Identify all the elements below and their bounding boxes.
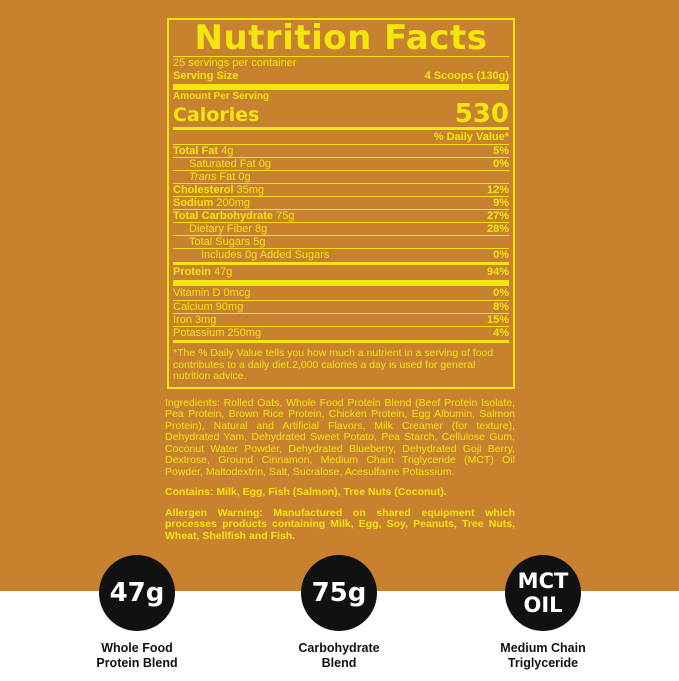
- badge-circle: 47g: [99, 555, 175, 631]
- badge-caption: Blend: [321, 656, 357, 670]
- nutrient-amount: 35mg: [236, 184, 265, 196]
- nutrient-name: Cholesterol: [173, 184, 234, 196]
- nutrient-row: Cholesterol 35mg 12%: [173, 183, 509, 196]
- footnote: *The % Daily Value tells you how much a …: [173, 347, 494, 382]
- nutrient-row: Trans Fat 0g: [173, 170, 509, 183]
- nutrient-name: Trans: [189, 171, 217, 183]
- amount-per-serving: Amount Per Serving: [173, 91, 270, 102]
- calories-label: Calories: [173, 104, 260, 126]
- nutrient-daily-value: 12%: [486, 184, 509, 196]
- serving-size-value: 4 Scoops (130g): [424, 70, 509, 82]
- nutrient-name: Calcium: [173, 301, 213, 313]
- allergen-warning: Allergen Warning: Manufactured on shared…: [165, 506, 515, 542]
- badge-mct-oil: MCT OIL Medium Chain Triglyceride: [463, 555, 623, 671]
- nutrient-name: Vitamin D: [173, 287, 221, 299]
- divider: [173, 262, 509, 265]
- nutrient-row: Potassium 250mg 4%: [173, 326, 509, 339]
- nutrient-daily-value: 9%: [493, 197, 509, 209]
- nutrient-name: Includes 0g Added Sugars: [201, 249, 330, 261]
- badge-circle: MCT OIL: [505, 555, 581, 631]
- nutrient-name: Sodium: [173, 197, 214, 209]
- nutrient-row: Sodium 200mg 9%: [173, 196, 509, 209]
- daily-value-header: % Daily Value*: [433, 131, 509, 143]
- divider: [173, 84, 509, 90]
- nutrient-amount: 8g: [255, 223, 268, 235]
- nutrient-amount: 0mcg: [223, 287, 251, 299]
- nutrient-row: Total Carbohydrate 75g 27%: [173, 209, 509, 222]
- nutrient-amount: 0g: [258, 158, 271, 170]
- nutrient-daily-value: 28%: [486, 223, 509, 235]
- nutrient-row: Saturated Fat 0g 0%: [173, 157, 509, 170]
- nutrient-amount: 90mg: [215, 301, 244, 313]
- nutrition-facts-panel: Nutrition Facts 25 servings per containe…: [167, 18, 515, 389]
- nutrient-row: Calcium 90mg 8%: [173, 300, 509, 313]
- nutrient-amount: 250mg: [227, 327, 262, 339]
- nutrient-row: Dietary Fiber 8g 28%: [173, 222, 509, 235]
- servings-per-container: 25 servings per container: [173, 57, 297, 69]
- nutrient-row: Iron 3mg 15%: [173, 313, 509, 326]
- nutrient-amount: 5g: [253, 236, 266, 248]
- divider: [173, 280, 509, 286]
- nutrient-daily-value: 8%: [493, 301, 509, 313]
- nutrient-name: Total Sugars: [189, 236, 251, 248]
- calories-value: 530: [454, 99, 509, 129]
- nutrient-amount: 75g: [276, 210, 295, 222]
- nutrient-daily-value: 94%: [486, 266, 509, 278]
- nutrient-row: Vitamin D 0mcg 0%: [173, 287, 509, 300]
- badge-caption: Protein Blend: [96, 656, 178, 670]
- badge-caption: Triglyceride: [507, 656, 579, 670]
- nutrient-row: Total Sugars 5g: [173, 235, 509, 248]
- nutrient-name: Potassium: [173, 327, 225, 339]
- nutrition-title: Nutrition Facts: [173, 20, 509, 57]
- nutrient-name: Saturated Fat: [189, 158, 256, 170]
- nutrient-daily-value: 0%: [493, 249, 509, 261]
- nutrient-amount: 47g: [213, 266, 233, 278]
- nutrient-amount: 200mg: [216, 197, 251, 209]
- nutrient-daily-value: 15%: [486, 314, 509, 326]
- nutrient-row: Protein 47g 94%: [173, 266, 509, 279]
- nutrient-daily-value: 0%: [493, 158, 509, 170]
- nutrient-name: Total Carbohydrate: [173, 210, 274, 222]
- ingredients-block: Ingredients: Rolled Oats, Whole Food Pro…: [165, 396, 515, 543]
- badge-protein: 47g Whole Food Protein Blend: [57, 555, 217, 671]
- badge-circle: 75g: [301, 555, 377, 631]
- divider: [173, 340, 509, 343]
- nutrient-name: Total Fat: [173, 145, 219, 157]
- ingredients-text: Ingredients: Rolled Oats, Whole Food Pro…: [165, 396, 515, 478]
- contains-text: Contains: Milk, Egg, Fish (Salmon), Tree…: [165, 486, 447, 498]
- nutrient-daily-value: 4%: [493, 327, 509, 339]
- nutrient-daily-value: 5%: [493, 145, 509, 157]
- serving-size-label: Serving Size: [173, 70, 239, 82]
- divider: [173, 127, 509, 130]
- badge-value: OIL: [523, 593, 563, 617]
- badge-carbohydrate: 75g Carbohydrate Blend: [259, 555, 419, 671]
- nutrient-amount: Fat 0g: [219, 171, 251, 183]
- nutrient-daily-value: 0%: [493, 287, 509, 299]
- nutrient-amount: 3mg: [195, 314, 217, 326]
- nutrient-row: Total Fat 4g 5%: [173, 144, 509, 157]
- badge-caption: Medium Chain: [500, 641, 586, 655]
- badge-value: MCT: [517, 569, 569, 593]
- badge-caption: Whole Food: [101, 641, 173, 655]
- nutrient-amount: 4g: [221, 145, 234, 157]
- label-background: Nutrition Facts 25 servings per containe…: [0, 0, 679, 591]
- nutrient-name: Protein: [173, 266, 211, 278]
- nutrient-daily-value: 27%: [486, 210, 509, 222]
- nutrient-name: Dietary Fiber: [189, 223, 252, 235]
- nutrient-name: Iron: [173, 314, 192, 326]
- nutrient-row: Includes 0g Added Sugars 0%: [173, 248, 509, 261]
- badge-caption: Carbohydrate: [298, 641, 380, 655]
